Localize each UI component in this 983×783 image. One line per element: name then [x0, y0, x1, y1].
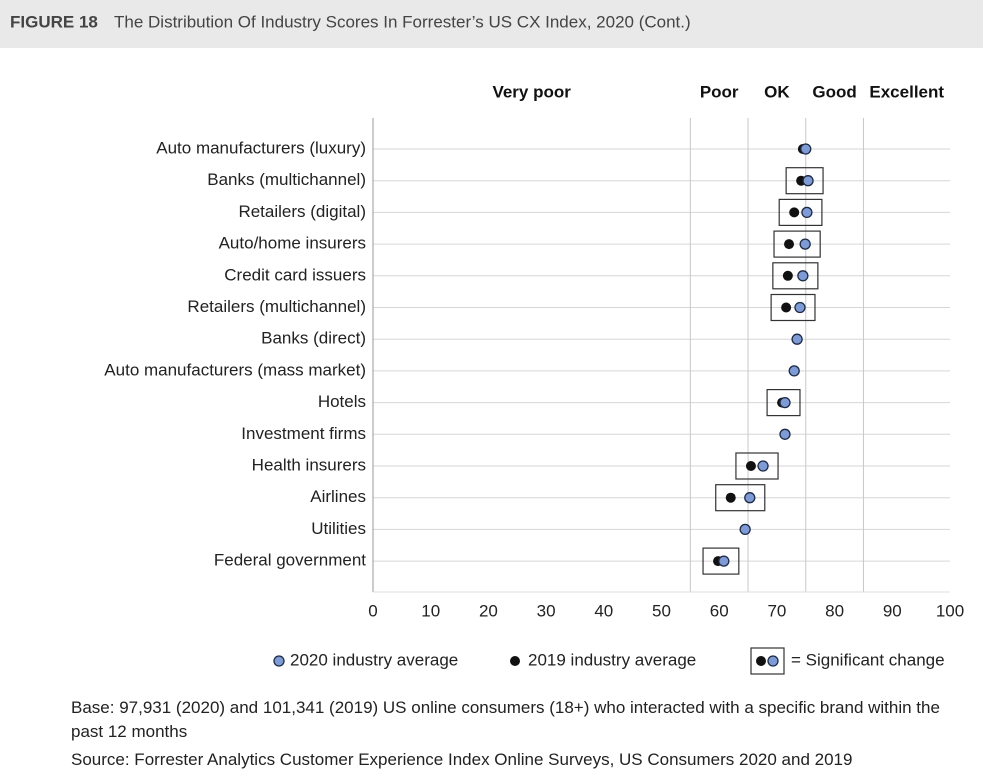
category-label: Retailers (digital)	[238, 202, 366, 221]
category-label: Banks (multichannel)	[207, 170, 366, 189]
dot-2020	[791, 333, 803, 345]
x-tick-label: 50	[652, 601, 671, 620]
category-label: Federal government	[214, 551, 366, 570]
category-label: Health insurers	[252, 455, 366, 474]
category-label: Retailers (multichannel)	[187, 297, 366, 316]
chart-title: The Distribution Of Industry Scores In F…	[114, 12, 691, 31]
dot-2020	[739, 523, 751, 536]
significance-box	[702, 547, 740, 575]
notes: Base: 97,931 (2020) and 101,341 (2019) U…	[71, 696, 971, 772]
category-label: Auto manufacturers (luxury)	[156, 138, 366, 157]
legend-box	[750, 647, 785, 675]
significance-box	[778, 198, 823, 226]
band-label: Good	[812, 82, 856, 101]
dot-2020	[800, 143, 812, 155]
dot-2020	[788, 365, 800, 377]
dot-2019	[781, 302, 792, 313]
legend-marker	[767, 655, 779, 667]
significance-box	[766, 389, 801, 417]
category-label: Auto manufacturers (mass market)	[104, 360, 366, 379]
dot-2020	[779, 428, 791, 440]
legend-label: = Significant change	[791, 650, 945, 669]
band-label: Excellent	[869, 82, 944, 101]
band-label: OK	[764, 82, 790, 101]
legend-label: 2019 industry average	[528, 650, 696, 669]
significance-box	[772, 262, 819, 290]
legend-marker	[756, 656, 766, 666]
x-tick-label: 100	[936, 601, 964, 620]
x-tick-label: 10	[421, 601, 440, 620]
category-label: Investment firms	[241, 424, 366, 443]
significance-box	[715, 484, 766, 512]
dot-2019	[782, 270, 793, 281]
figure-label: FIGURE 18	[10, 12, 98, 31]
x-tick-label: 30	[537, 601, 556, 620]
dot-2019	[789, 207, 800, 218]
base-note: Base: 97,931 (2020) and 101,341 (2019) U…	[71, 698, 940, 741]
category-label: Hotels	[318, 392, 366, 411]
x-tick-label: 90	[883, 601, 902, 620]
significance-box	[785, 167, 824, 195]
dot-2020	[799, 238, 811, 250]
x-tick-label: 60	[710, 601, 729, 620]
source-note: Source: Forrester Analytics Customer Exp…	[71, 750, 853, 769]
dot-2019	[745, 461, 756, 471]
dot-2019	[725, 492, 736, 503]
x-tick-label: 0	[368, 601, 377, 620]
legend-label: 2020 industry average	[290, 650, 458, 669]
significance-box	[770, 293, 816, 322]
x-tick-label: 20	[479, 601, 498, 620]
dot-2020	[797, 270, 809, 282]
category-label: Utilities	[311, 519, 366, 538]
dot-2020	[802, 175, 814, 187]
chart: FIGURE 18 The Distribution Of Industry S…	[0, 0, 983, 675]
significance-box	[773, 230, 821, 258]
dot-2020	[794, 301, 806, 314]
band-label: Very poor	[492, 82, 571, 101]
dot-2020	[757, 460, 769, 472]
band-label: Poor	[700, 82, 739, 101]
x-tick-label: 70	[767, 601, 786, 620]
dot-2019	[784, 239, 795, 250]
category-label: Auto/home insurers	[219, 234, 366, 253]
dot-2020	[718, 555, 730, 567]
x-tick-label: 80	[825, 601, 844, 620]
dot-2020	[801, 206, 813, 219]
legend-marker	[510, 656, 520, 666]
category-label: Credit card issuers	[224, 265, 366, 284]
x-tick-label: 40	[594, 601, 613, 620]
dot-2020	[744, 492, 756, 504]
legend-marker	[273, 655, 285, 667]
header-bar	[0, 0, 983, 48]
category-label: Airlines	[310, 487, 366, 506]
dot-2020	[779, 396, 791, 409]
significance-box	[735, 452, 779, 480]
category-label: Banks (direct)	[261, 329, 366, 348]
